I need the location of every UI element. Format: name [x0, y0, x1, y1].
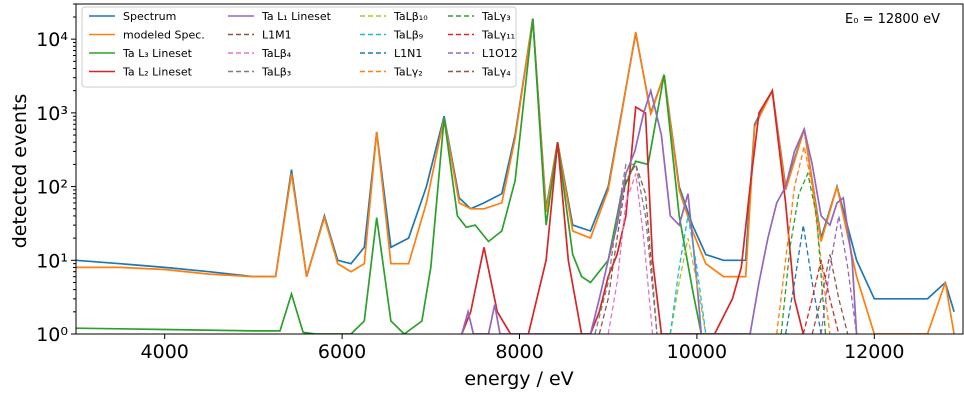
x-axis: 4000 6000 8000 10000 12000	[141, 334, 905, 363]
legend: Spectrum modeled Spec. Ta L₃ Lineset Ta L₂ …	[81, 6, 518, 88]
legend-entry: modeled Spec.	[89, 29, 205, 42]
legend-label: TaLβ₄	[261, 47, 292, 60]
legend-label: TaLγ₁₁	[481, 29, 515, 42]
legend-entry: TaLβ₁₀	[360, 10, 428, 23]
series-line-4	[460, 87, 858, 334]
legend-entry: TaLγ₂	[360, 66, 423, 79]
y-axis-label: detected events	[9, 94, 31, 249]
series-line-6	[607, 173, 654, 334]
legend-label: TaLβ₉	[393, 29, 423, 42]
series-line-7	[594, 163, 658, 334]
y-tick-label: 10³	[36, 103, 68, 125]
legend-entry: Ta L₂ Lineset	[89, 66, 193, 79]
series-line-13	[802, 260, 840, 334]
x-axis-label: energy / eV	[464, 368, 573, 390]
legend-entry: TaLγ₄	[448, 66, 511, 79]
x-tick-label: 6000	[318, 341, 366, 363]
y-tick-label: 10²	[36, 177, 68, 199]
legend-label: Ta L₃ Lineset	[122, 47, 193, 60]
x-tick-label: 4000	[141, 341, 189, 363]
legend-label: Spectrum	[123, 10, 176, 23]
legend-entry: Ta L₃ Lineset	[89, 47, 193, 60]
series-line-12	[780, 171, 827, 334]
legend-label: L1M1	[262, 29, 292, 42]
x-tick-label: 10000	[667, 341, 727, 363]
y-axis: 10⁰ 10¹ 10² 10³ 10⁴	[36, 3, 76, 346]
legend-entry: L1O12	[448, 47, 518, 60]
series-line-14	[820, 215, 858, 334]
series-line-9	[669, 215, 707, 334]
plot-area	[75, 3, 964, 335]
legend-label: TaLβ₃	[261, 66, 291, 79]
x-tick-label: 8000	[495, 341, 543, 363]
legend-entry: TaLβ₄	[228, 47, 292, 60]
y-tick-label: 10⁰	[36, 324, 68, 346]
y-tick-label: 10⁴	[36, 29, 68, 51]
legend-label: TaLγ₃	[481, 10, 511, 23]
legend-entry: TaLβ₉	[360, 29, 423, 42]
series-line-10	[784, 225, 822, 334]
legend-label: TaLγ₂	[393, 66, 423, 79]
x-tick-label: 12000	[844, 341, 904, 363]
y-tick-label: 10¹	[36, 250, 68, 272]
series-line-15	[811, 254, 849, 334]
legend-entry: L1N1	[360, 47, 422, 60]
legend-entry: TaLβ₃	[228, 66, 291, 79]
legend-box	[81, 6, 517, 88]
legend-label: L1N1	[394, 47, 422, 60]
legend-label: L1O12	[482, 47, 518, 60]
legend-label: modeled Spec.	[123, 29, 205, 42]
legend-entry: TaLγ₃	[448, 10, 511, 23]
legend-entry: Ta L₁ Lineset	[228, 10, 332, 23]
legend-entry: Spectrum	[89, 10, 176, 23]
series-line-5	[598, 162, 658, 334]
series-line-3	[461, 88, 805, 334]
legend-label: TaLγ₄	[481, 66, 511, 79]
legend-entry: TaLγ₁₁	[448, 29, 515, 42]
series-line-8	[669, 237, 707, 334]
energy-annotation: E₀ = 12800 eV	[845, 12, 940, 27]
legend-label: Ta L₂ Lineset	[122, 66, 193, 79]
legend-entry: L1M1	[228, 29, 292, 42]
legend-label: Ta L₁ Lineset	[261, 10, 332, 23]
legend-label: TaLβ₁₀	[393, 10, 428, 23]
